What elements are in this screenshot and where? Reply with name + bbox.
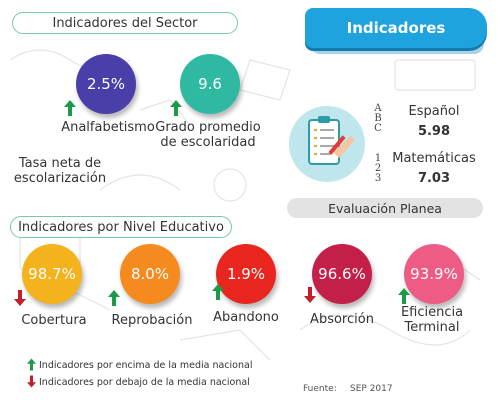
clipboard-icon xyxy=(308,116,355,165)
arrow-down-icon xyxy=(304,287,316,303)
abc-glyph-b: B xyxy=(374,113,382,124)
grado-label-line2: de escolaridad xyxy=(160,135,256,150)
arrow-up-icon xyxy=(212,284,224,300)
espanol-label: Español xyxy=(408,104,460,119)
grado-label: Grado promedio de escolaridad xyxy=(154,120,262,150)
arrow-up-icon xyxy=(27,358,36,371)
eficiencia-label-line2: Terminal xyxy=(404,320,460,335)
evaluacion-planea-label: Evaluación Planea xyxy=(287,198,483,218)
indicadores-banner: Indicadores xyxy=(305,8,487,48)
absorcion-value: 96.6% xyxy=(318,265,366,283)
abc-glyphs: A B C xyxy=(371,104,385,134)
abc-glyph-a: A xyxy=(374,103,382,114)
arrow-up-icon xyxy=(398,288,410,304)
num-glyph-1: 1 xyxy=(374,153,382,164)
num-glyph-3: 3 xyxy=(374,173,382,184)
espanol-value: 5.98 xyxy=(417,124,451,139)
num-glyphs: 1 2 3 xyxy=(371,154,385,184)
tasa-line1: Tasa neta de xyxy=(18,156,102,171)
source-label: Fuente: xyxy=(303,384,337,394)
eficiencia-label-line1: Eficiencia xyxy=(400,305,464,320)
arrow-up-icon xyxy=(170,100,182,116)
cobertura-label: Cobertura xyxy=(21,313,87,328)
analfabetismo-label: Analfabetismo xyxy=(61,120,155,135)
tasa-neta-label: Tasa neta de escolarización xyxy=(12,156,108,186)
grado-circle: 9.6 xyxy=(180,54,240,114)
eficiencia-value: 93.9% xyxy=(410,265,458,283)
analfabetismo-value: 2.5% xyxy=(86,75,126,93)
absorcion-label: Absorción xyxy=(310,312,374,327)
banner-shadow xyxy=(310,44,484,54)
abandono-circle: 1.9% xyxy=(216,244,276,304)
level-header: Indicadores por Nivel Educativo xyxy=(10,216,232,238)
abandono-label: Abandono xyxy=(213,310,279,325)
legend-up-text: Indicadores por encima de la media nacio… xyxy=(39,360,253,371)
matematicas-label: Matemáticas xyxy=(392,151,476,166)
tasa-line2: escolarización xyxy=(13,171,107,186)
eficiencia-circle: 93.9% xyxy=(404,244,464,304)
arrow-up-icon xyxy=(64,100,76,116)
grado-label-line1: Grado promedio xyxy=(155,120,261,135)
matematicas-value: 7.03 xyxy=(417,171,451,186)
arrow-down-icon xyxy=(27,375,36,388)
eficiencia-label: Eficiencia Terminal xyxy=(392,305,472,335)
arrow-up-icon xyxy=(108,290,120,306)
cobertura-value: 98.7% xyxy=(28,265,76,283)
grado-value: 9.6 xyxy=(198,75,222,93)
sector-header: Indicadores del Sector xyxy=(12,12,238,34)
reprobacion-label: Reprobación xyxy=(111,313,193,328)
reprobacion-circle: 8.0% xyxy=(120,244,180,304)
cobertura-circle: 98.7% xyxy=(22,244,82,304)
absorcion-circle: 96.6% xyxy=(312,244,372,304)
abandono-value: 1.9% xyxy=(226,265,266,283)
source-value: SEP 2017 xyxy=(350,384,393,394)
arrow-down-icon xyxy=(14,290,26,306)
reprobacion-value: 8.0% xyxy=(130,265,170,283)
num-glyph-2: 2 xyxy=(374,163,382,174)
legend-down-text: Indicadores por debajo de la media nacio… xyxy=(39,377,250,388)
abc-glyph-c: C xyxy=(374,123,382,134)
analfabetismo-circle: 2.5% xyxy=(76,54,136,114)
